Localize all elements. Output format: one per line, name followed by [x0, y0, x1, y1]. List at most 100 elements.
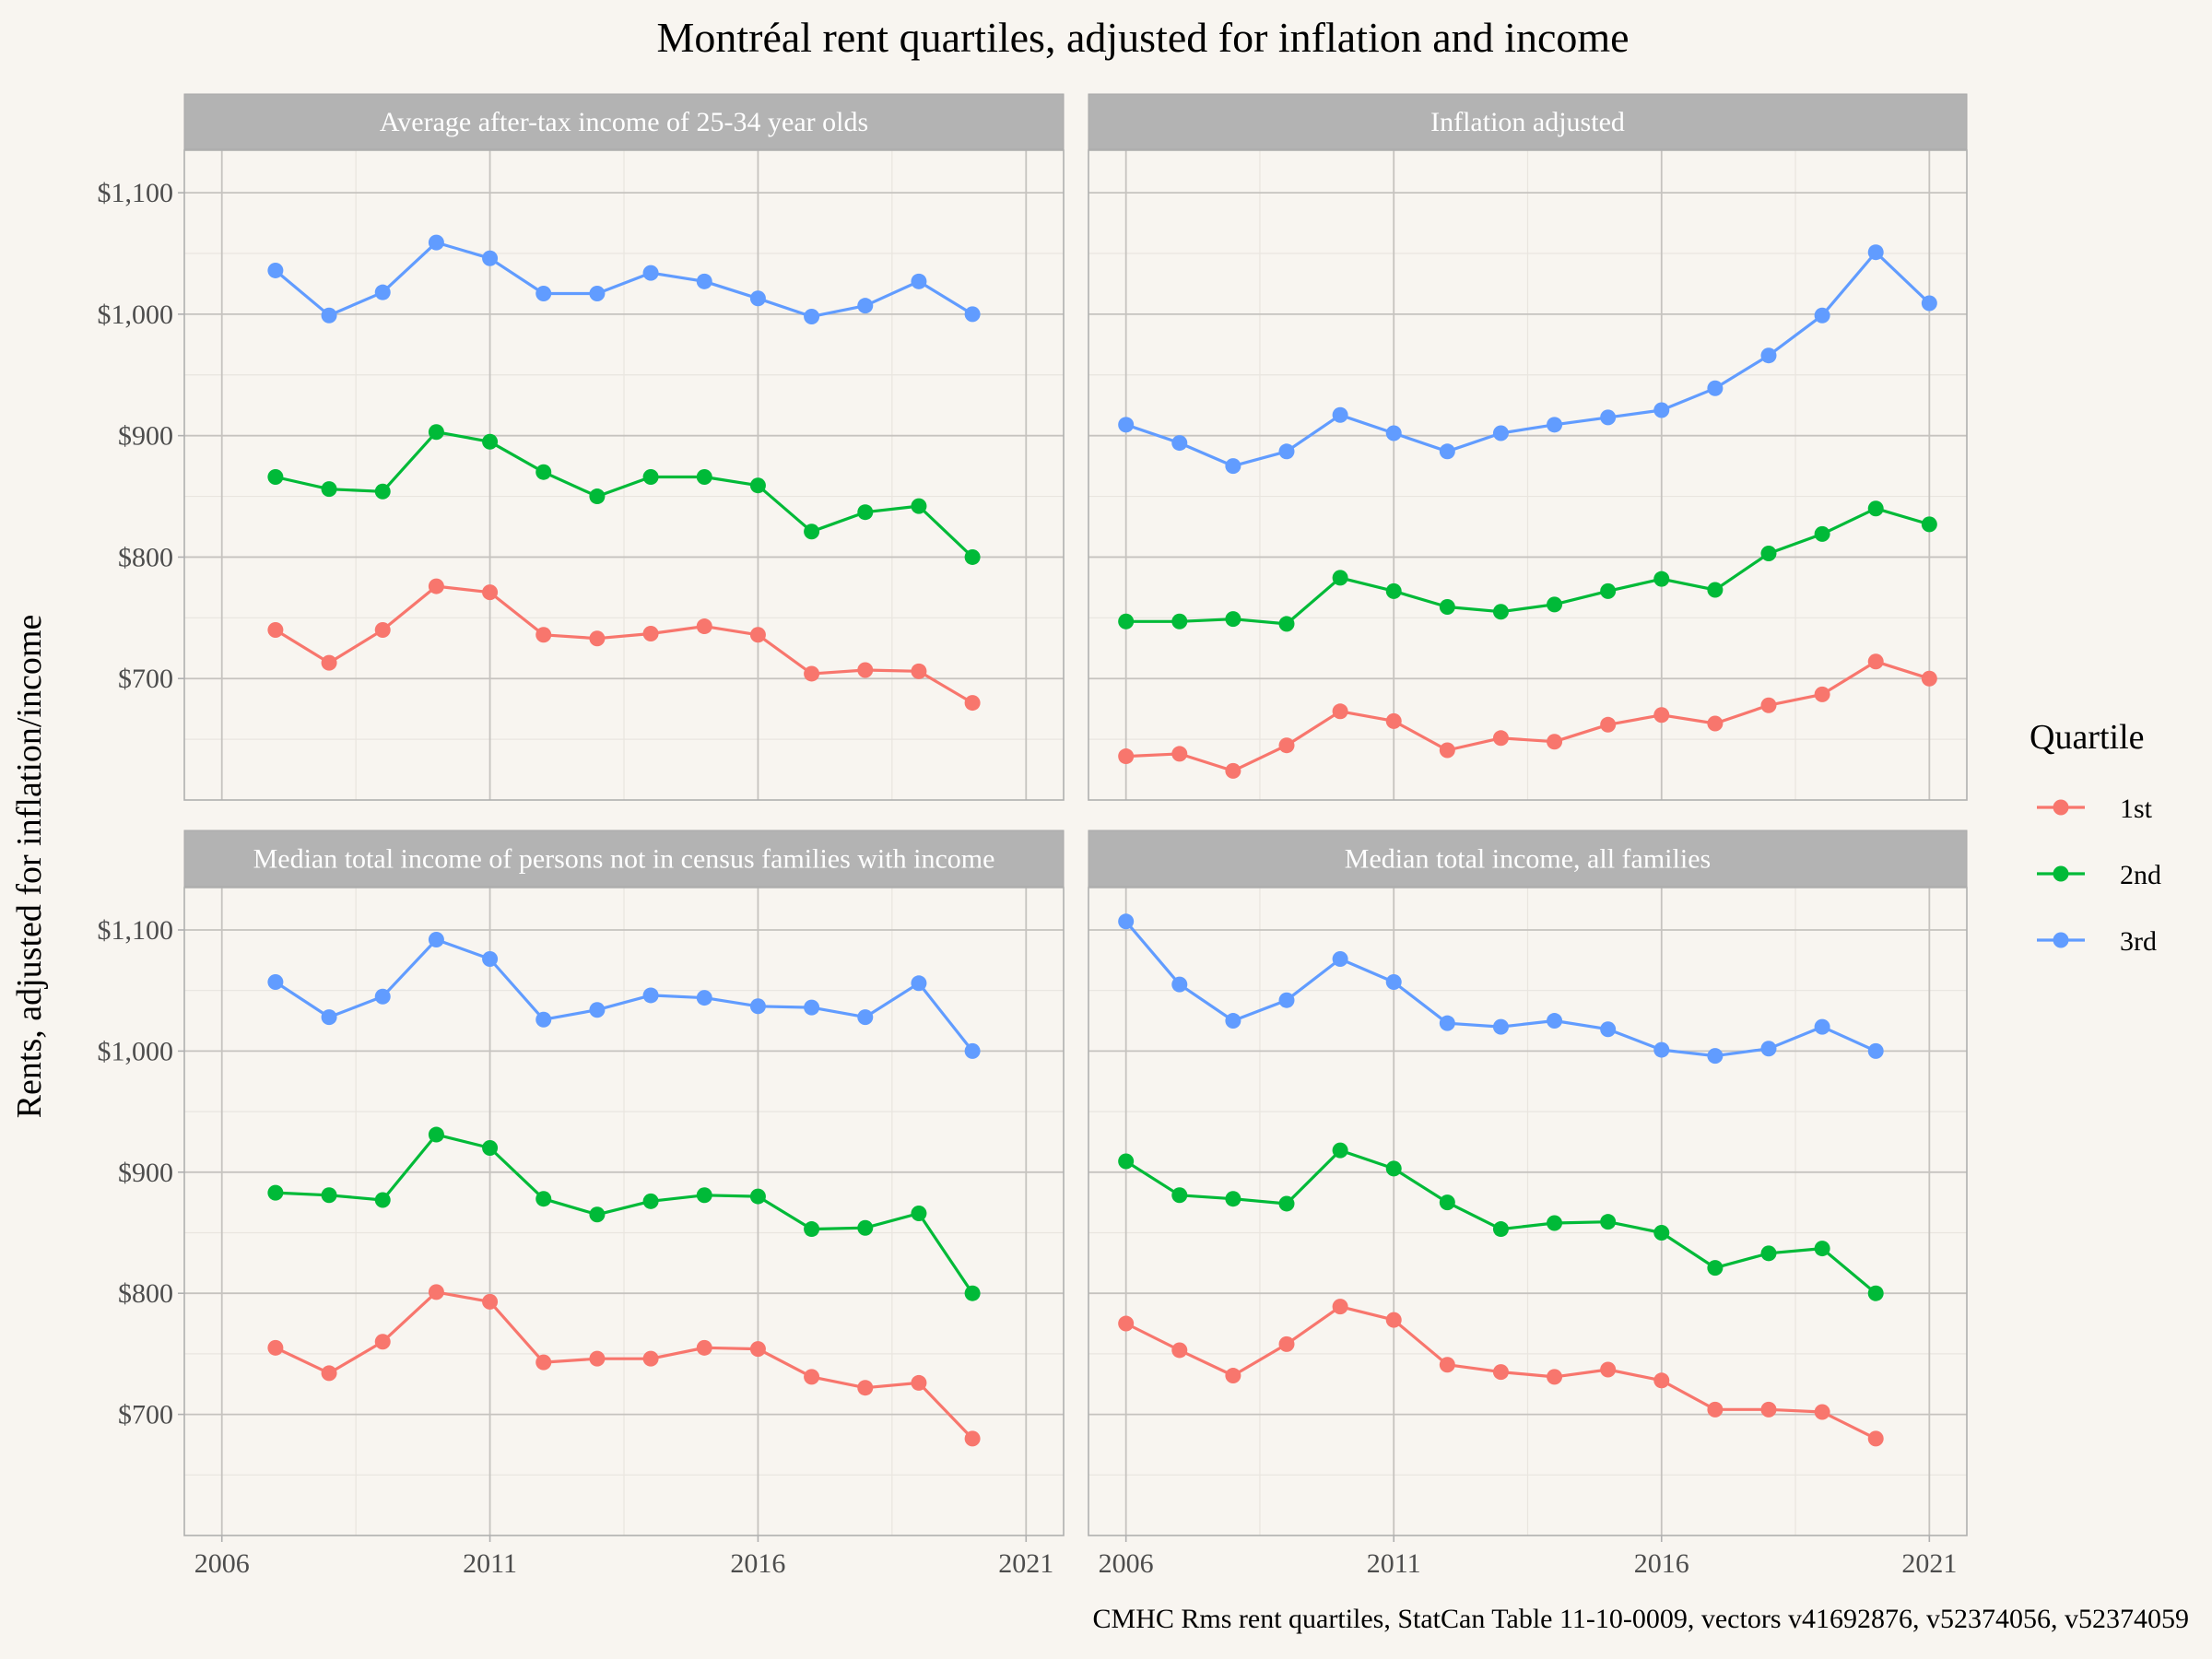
- data-point-3rd: [1332, 951, 1348, 968]
- data-point-3rd: [589, 1002, 606, 1018]
- data-point-3rd: [1225, 458, 1241, 475]
- facet-strip: [1088, 93, 1968, 150]
- data-point-1st: [428, 1284, 444, 1300]
- data-point-3rd: [749, 998, 766, 1015]
- data-point-1st: [1867, 653, 1884, 670]
- data-point-1st: [1600, 716, 1617, 733]
- series-line-3rd: [275, 937, 974, 1053]
- facet-panel: Average after-tax income of 25-34 year o…: [98, 93, 1065, 801]
- data-point-2nd: [374, 1192, 391, 1208]
- data-point-2nd: [1867, 500, 1884, 517]
- data-point-2nd: [1278, 1195, 1295, 1212]
- series-line-2nd: [1125, 507, 1930, 626]
- facet-strip: [1088, 830, 1968, 888]
- data-point-2nd: [1760, 1245, 1777, 1262]
- facet-strip-label: Median total income of persons not in ce…: [253, 844, 995, 875]
- data-point-2nd: [589, 1206, 606, 1223]
- x-tick-label: 2021: [1901, 1548, 1957, 1579]
- data-point-3rd: [267, 262, 284, 278]
- data-point-3rd: [964, 1042, 981, 1059]
- data-point-3rd: [749, 290, 766, 307]
- data-point-1st: [374, 622, 391, 639]
- facet-panel: Median total income of persons not in ce…: [98, 830, 1065, 1579]
- data-point-1st: [857, 662, 874, 678]
- data-point-1st: [1760, 1401, 1777, 1418]
- data-point-2nd: [804, 1221, 820, 1238]
- x-tick-label: 2011: [1367, 1548, 1421, 1579]
- data-point-1st: [1278, 737, 1295, 754]
- legend-key-point: [2053, 865, 2069, 882]
- data-point-1st: [804, 1369, 820, 1385]
- data-point-3rd: [1600, 409, 1617, 426]
- facet-strip-label: Median total income, all families: [1345, 844, 1711, 875]
- data-point-1st: [1171, 1342, 1188, 1359]
- series-line-3rd: [1125, 251, 1931, 468]
- data-point-1st: [321, 654, 337, 671]
- data-point-1st: [1653, 1372, 1670, 1389]
- data-point-1st: [1171, 746, 1188, 762]
- data-point-1st: [1439, 742, 1455, 759]
- data-point-1st: [1118, 1315, 1135, 1332]
- data-point-1st: [374, 1334, 391, 1350]
- data-point-1st: [1760, 697, 1777, 713]
- data-point-3rd: [1118, 417, 1135, 433]
- data-point-1st: [535, 1354, 552, 1371]
- data-point-3rd: [321, 307, 337, 324]
- y-tick-label: $700: [118, 664, 173, 694]
- data-point-2nd: [321, 481, 337, 498]
- data-point-3rd: [1653, 402, 1670, 418]
- y-tick-label: $800: [118, 1278, 173, 1309]
- data-point-3rd: [1707, 380, 1724, 396]
- data-point-2nd: [589, 488, 606, 505]
- data-point-1st: [696, 618, 712, 635]
- data-point-2nd: [267, 1184, 284, 1201]
- data-point-3rd: [267, 973, 284, 990]
- data-point-2nd: [1760, 545, 1777, 561]
- legend-key-point: [2053, 799, 2069, 816]
- data-point-1st: [804, 665, 820, 682]
- data-point-3rd: [374, 284, 391, 300]
- data-point-2nd: [1600, 1214, 1617, 1230]
- data-point-1st: [1921, 670, 1937, 687]
- data-point-2nd: [1921, 516, 1937, 533]
- data-point-3rd: [535, 1011, 552, 1028]
- x-tick-label: 2021: [998, 1548, 1053, 1579]
- data-point-3rd: [696, 273, 712, 289]
- data-point-3rd: [1760, 347, 1777, 364]
- data-point-1st: [1600, 1361, 1617, 1378]
- data-point-3rd: [642, 987, 659, 1004]
- x-tick-label: 2016: [730, 1548, 785, 1579]
- facet-strip: [183, 93, 1065, 150]
- data-point-3rd: [1921, 295, 1937, 312]
- data-point-3rd: [804, 999, 820, 1016]
- data-point-2nd: [1600, 582, 1617, 599]
- data-point-1st: [1385, 1312, 1402, 1328]
- data-point-2nd: [1439, 598, 1455, 615]
- data-point-1st: [964, 695, 981, 712]
- data-point-2nd: [1707, 582, 1724, 598]
- data-point-2nd: [857, 1219, 874, 1236]
- data-point-2nd: [911, 498, 927, 514]
- y-tick-label: $900: [118, 1158, 173, 1188]
- data-point-3rd: [804, 309, 820, 325]
- data-point-2nd: [535, 464, 552, 480]
- x-tick-label: 2011: [463, 1548, 517, 1579]
- data-point-3rd: [1171, 976, 1188, 993]
- data-point-2nd: [1492, 1221, 1509, 1238]
- data-point-2nd: [482, 1140, 499, 1157]
- data-point-3rd: [1439, 1015, 1455, 1031]
- data-point-2nd: [1492, 604, 1509, 620]
- data-point-1st: [1332, 1299, 1348, 1315]
- data-point-2nd: [642, 1193, 659, 1209]
- data-point-2nd: [1547, 1215, 1563, 1231]
- data-point-1st: [1332, 703, 1348, 720]
- data-point-2nd: [642, 468, 659, 485]
- facet-strip-label: Average after-tax income of 25-34 year o…: [380, 107, 868, 137]
- data-point-2nd: [1225, 611, 1241, 628]
- data-point-1st: [1278, 1335, 1295, 1352]
- data-point-1st: [1439, 1357, 1455, 1373]
- data-point-2nd: [428, 424, 444, 441]
- data-point-3rd: [1707, 1048, 1724, 1065]
- data-point-3rd: [911, 975, 927, 992]
